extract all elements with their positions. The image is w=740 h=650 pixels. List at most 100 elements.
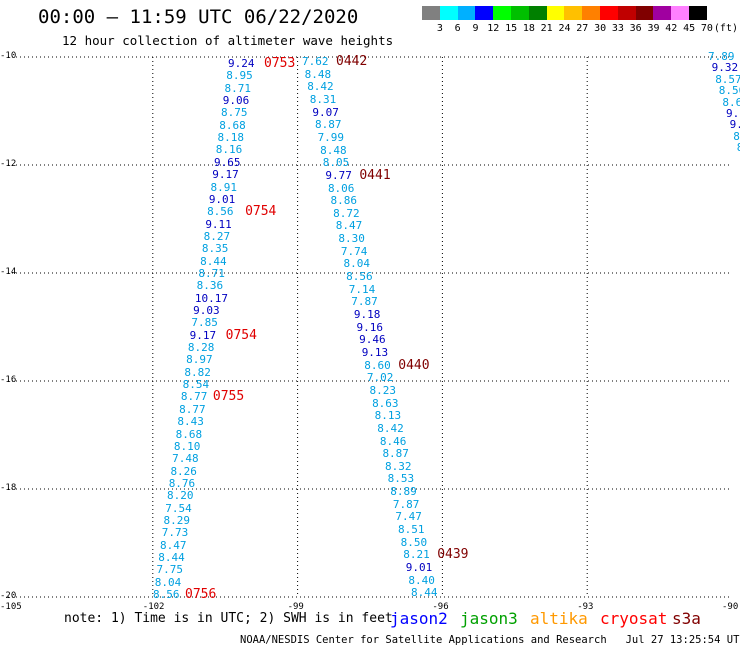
wave-height-value: 7.89 bbox=[708, 50, 735, 63]
wave-height-value: 8.50 bbox=[718, 84, 740, 98]
wave-height-value: 8.06 bbox=[327, 181, 355, 195]
satellite-legend-altika: altika bbox=[530, 609, 588, 628]
scale-label: 15 bbox=[505, 23, 518, 34]
pass-time-label: 0442 bbox=[336, 54, 368, 69]
wave-height-value: 8.44 bbox=[411, 586, 438, 600]
wave-height-value: 9.77 bbox=[325, 168, 352, 182]
wave-height-value: 9. bbox=[729, 118, 740, 132]
map-subtitle: 12 hour collection of altimeter wave hei… bbox=[62, 33, 394, 48]
scale-swatch bbox=[528, 6, 547, 20]
wave-height-value: 10.17 bbox=[194, 291, 228, 305]
wave-height-value: 9.24 bbox=[228, 57, 255, 70]
scale-label: 45 bbox=[683, 23, 696, 34]
wave-height-value: 9.07 bbox=[312, 105, 339, 119]
wave-height-value: 8.47 bbox=[335, 219, 363, 233]
scale-swatch bbox=[422, 6, 440, 20]
wave-height-value: 8.68 bbox=[219, 118, 246, 132]
wave-height-value: 8.26 bbox=[170, 464, 197, 478]
wave-height-value: 8.10 bbox=[173, 439, 201, 453]
longitude-label: -99 bbox=[287, 602, 304, 612]
wave-height-value: 8.89 bbox=[390, 485, 417, 499]
wave-height-value: 8.21 bbox=[403, 548, 430, 562]
wave-height-value: 8.87 bbox=[382, 447, 409, 461]
scale-swatch bbox=[600, 6, 618, 20]
wave-height-value: 9.01 bbox=[208, 192, 236, 206]
wave-height-value: 9.06 bbox=[222, 94, 250, 108]
scale-swatch bbox=[439, 6, 458, 20]
wave-height-value: 7.14 bbox=[348, 282, 376, 296]
scale-label: 30 bbox=[594, 23, 607, 34]
wave-height-value: 8.68 bbox=[175, 427, 203, 441]
scale-label: 12 bbox=[487, 23, 500, 34]
scale-label: 3 bbox=[436, 23, 443, 34]
pass-time-label: 0439 bbox=[437, 547, 469, 563]
wave-height-value: 8.20 bbox=[166, 489, 194, 503]
wave-height-value: 8.63 bbox=[372, 396, 399, 410]
wave-height-value: 7.74 bbox=[340, 244, 368, 258]
wave-height-value: 8.30 bbox=[338, 232, 365, 246]
wave-height-value: 8.35 bbox=[201, 242, 229, 256]
wave-height-value: 8.48 bbox=[320, 143, 347, 157]
wave-height-value: 7.87 bbox=[392, 497, 420, 511]
scale-label: 21 bbox=[540, 23, 553, 34]
wave-height-value: 8.27 bbox=[203, 229, 231, 243]
wave-height-value: 8.23 bbox=[369, 383, 396, 397]
wave-height-value: 8.36 bbox=[196, 279, 224, 293]
wave-height-value: 7.02 bbox=[366, 371, 394, 385]
wave-height-value: 8.56 bbox=[153, 588, 180, 602]
latitude-label: -14 bbox=[0, 267, 17, 277]
wave-height-value: 8.43 bbox=[177, 415, 204, 429]
wave-height-value: 9.1 bbox=[726, 107, 740, 120]
pass-time-label: 0753 bbox=[264, 56, 296, 71]
scale-swatch bbox=[564, 6, 583, 20]
wave-height-value: 7.62 bbox=[302, 55, 329, 68]
units-note: note: 1) Time is in UTC; 2) SWH is in fe… bbox=[64, 611, 393, 626]
longitude-label: -102 bbox=[142, 602, 165, 612]
wave-height-value: 7.75 bbox=[156, 563, 183, 577]
scale-label: 42 bbox=[665, 23, 678, 34]
latitude-label: -16 bbox=[0, 375, 17, 385]
wave-height-value: 8.50 bbox=[400, 535, 428, 549]
wave-height-value: 8.44 bbox=[158, 551, 185, 564]
satellite-legend-cryosat: cryosat bbox=[600, 609, 668, 628]
wave-height-value: 8. bbox=[733, 129, 740, 143]
scale-label: 39 bbox=[647, 23, 660, 34]
wave-height-value: 8.18 bbox=[217, 131, 245, 145]
satellite-legend-s3a: s3a bbox=[672, 609, 701, 628]
wave-height-value: 9.13 bbox=[361, 345, 389, 359]
wave-height-value: 7.47 bbox=[395, 510, 422, 524]
latitude-label: -20 bbox=[0, 591, 17, 601]
pass-time-label: 0440 bbox=[398, 357, 430, 373]
wave-height-value: 9.11 bbox=[205, 217, 232, 231]
wave-height-value: 8.05 bbox=[322, 156, 350, 170]
wave-height-value: 8.76 bbox=[168, 476, 196, 490]
latitude-label: -18 bbox=[0, 483, 17, 493]
scale-label: 27 bbox=[576, 23, 589, 34]
scale-swatch bbox=[546, 6, 565, 20]
longitude-label: -105 bbox=[0, 602, 22, 612]
longitude-label: -90 bbox=[722, 602, 739, 612]
wave-height-value: 7.99 bbox=[317, 130, 345, 144]
wave-height-value: 9.03 bbox=[193, 304, 220, 317]
scale-swatch bbox=[671, 6, 689, 20]
wave-height-value: 9.46 bbox=[359, 333, 386, 347]
wave-height-value: 9.16 bbox=[356, 320, 384, 334]
wave-height-value: 8.42 bbox=[307, 80, 334, 94]
wave-height-value: 9.17 bbox=[212, 168, 239, 182]
longitude-label: -96 bbox=[432, 602, 449, 612]
scale-label: 18 bbox=[522, 23, 535, 34]
wave-height-value: 8.60 bbox=[364, 358, 391, 372]
scale-swatch bbox=[653, 6, 672, 20]
footer-credit: NOAA/NESDIS Center for Satellite Applica… bbox=[240, 634, 740, 646]
wave-height-value: 8.71 bbox=[224, 81, 252, 95]
pass-time-label: 0754 bbox=[225, 327, 257, 343]
scale-label: 36 bbox=[629, 23, 642, 34]
wave-height-value: 8.42 bbox=[377, 421, 404, 435]
scale-label: 70 bbox=[700, 23, 713, 34]
wave-height-value: 8.82 bbox=[184, 365, 211, 379]
scale-swatch bbox=[582, 6, 600, 20]
wave-height-value: 8.31 bbox=[309, 92, 337, 106]
wave-height-value: 8.51 bbox=[398, 523, 425, 537]
wave-height-value: 8.56 bbox=[346, 270, 373, 284]
